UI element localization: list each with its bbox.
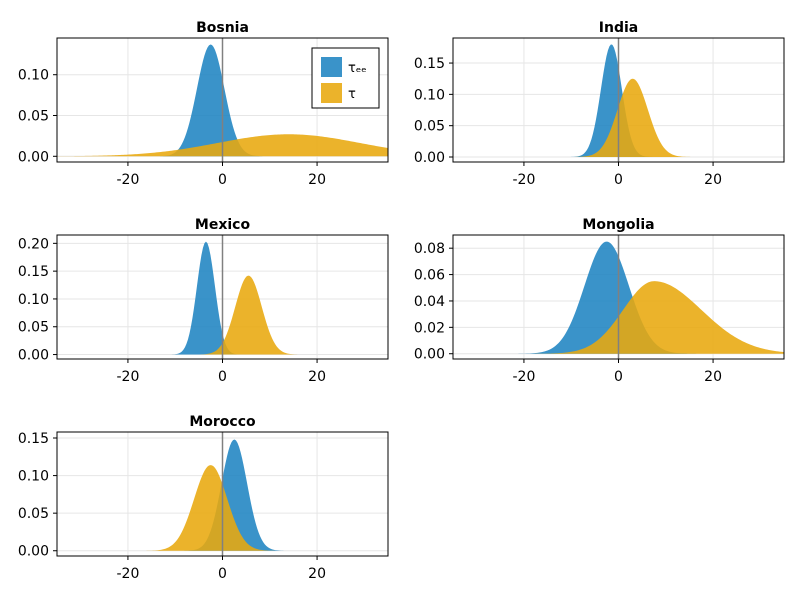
y-tick-label: 0.05 <box>18 320 49 336</box>
y-tick-label: 0.00 <box>18 149 49 165</box>
x-tick-label: -20 <box>512 172 535 188</box>
x-tick-label: 20 <box>308 566 326 582</box>
x-tick-label: -20 <box>116 369 139 385</box>
panel-title-india: India <box>599 20 638 36</box>
y-tick-label: 0.10 <box>18 469 49 485</box>
x-tick-label: 0 <box>614 172 623 188</box>
legend: τₑₑ τ <box>311 47 380 109</box>
panel-title-morocco: Morocco <box>189 414 256 430</box>
y-tick-label: 0.00 <box>18 544 49 560</box>
x-tick-label: -20 <box>512 369 535 385</box>
y-tick-label: 0.08 <box>414 241 445 257</box>
y-tick-label: 0.10 <box>414 87 445 103</box>
x-tick-label: -20 <box>116 566 139 582</box>
panel-india: India -20 0 20 0.00 0.05 0.10 0.15 <box>414 20 785 188</box>
y-tick-label: 0.10 <box>18 292 49 308</box>
x-tick-label: 0 <box>218 566 227 582</box>
x-tick-label: 20 <box>308 172 326 188</box>
y-tick-label: 0.20 <box>18 236 49 252</box>
x-tick-label: 0 <box>614 369 623 385</box>
panel-title-bosnia: Bosnia <box>196 20 249 36</box>
x-tick-label: 20 <box>704 172 722 188</box>
panel-mongolia: Mongolia -20 0 20 0.00 0.02 0.04 0.06 0.08 <box>414 217 785 385</box>
panel-mexico: Mexico -20 0 20 0.00 0.05 0.10 0.15 0.20 <box>18 217 389 385</box>
panel-bosnia: Bosnia -20 0 20 0.00 0.05 0.10 <box>18 20 389 188</box>
y-tick-label: 0.15 <box>414 56 445 72</box>
y-tick-label: 0.00 <box>414 347 445 363</box>
y-tick-label: 0.00 <box>18 348 49 364</box>
y-tick-label: 0.15 <box>18 264 49 280</box>
y-tick-label: 0.04 <box>414 294 445 310</box>
y-tick-label: 0.15 <box>18 431 49 447</box>
x-tick-label: 0 <box>218 369 227 385</box>
legend-label-tau-ee: τₑₑ <box>348 61 367 76</box>
panel-title-mexico: Mexico <box>195 217 251 233</box>
legend-swatch-tau <box>321 83 342 103</box>
x-tick-label: 20 <box>704 369 722 385</box>
x-tick-label: 20 <box>308 369 326 385</box>
y-tick-label: 0.10 <box>18 68 49 84</box>
y-tick-label: 0.05 <box>18 109 49 125</box>
y-tick-label: 0.00 <box>414 150 445 166</box>
panel-title-mongolia: Mongolia <box>582 217 654 233</box>
y-tick-label: 0.05 <box>18 506 49 522</box>
x-tick-label: 0 <box>218 172 227 188</box>
legend-label-tau: τ <box>348 87 356 102</box>
y-tick-label: 0.06 <box>414 268 445 284</box>
panel-morocco: Morocco -20 0 20 0.00 0.05 0.10 0.15 <box>18 414 389 582</box>
y-tick-label: 0.02 <box>414 320 445 336</box>
y-tick-label: 0.05 <box>414 119 445 135</box>
legend-swatch-tau-ee <box>321 57 342 77</box>
x-tick-label: -20 <box>116 172 139 188</box>
